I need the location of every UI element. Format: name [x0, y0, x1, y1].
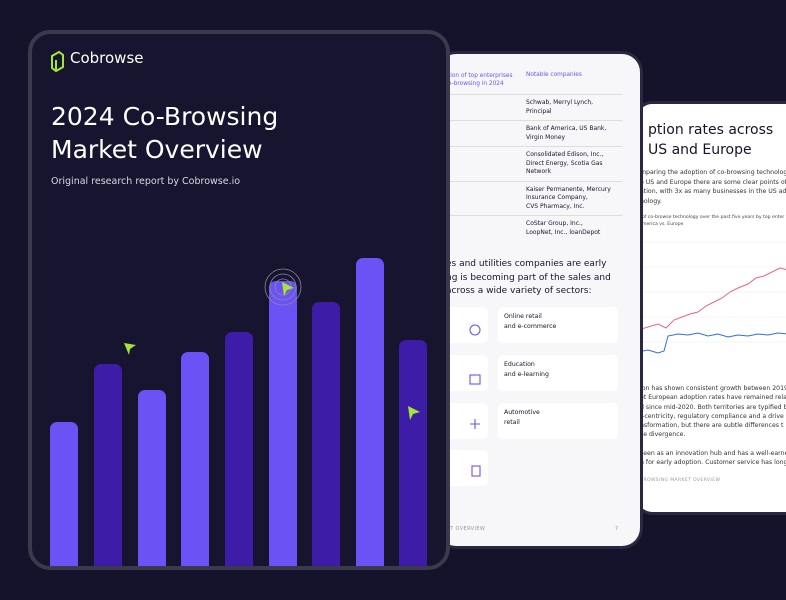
table-cell-line: CVS Pharmacy, Inc. — [526, 202, 585, 210]
text-line: 2024 Co-Browsing — [51, 102, 279, 131]
table-cell-line: Bank of America, US Bank, — [526, 125, 607, 132]
table-cell-line: LoopNet, Inc., loanDepot — [526, 228, 601, 236]
text-line: d since mid-2020. Both territories are t… — [640, 403, 786, 411]
table-cell-line: Network — [526, 168, 552, 175]
table-cell-line: CoStar Group, Inc., — [526, 220, 583, 227]
table-cell-line: Direct Energy, Scotia Gas — [526, 159, 603, 167]
sector-card: Automotive retail — [498, 403, 618, 439]
text-line: of co-browse technology over the past fi… — [642, 215, 785, 220]
text-line: et European adoption rates have remained… — [640, 394, 786, 402]
cover-art — [50, 50, 427, 566]
brand: Cobrowse — [70, 49, 144, 67]
table-row: Kaiser Permanente, Mercury Insurance Comp… — [438, 180, 623, 216]
table-cell-line: Insurance Company, — [526, 194, 588, 201]
europe-line — [638, 267, 786, 331]
table-cell-line: Virgin Money — [526, 133, 566, 141]
text-line: n for early adoption. Customer service h… — [640, 459, 786, 467]
footer: T OVERVIEW — [450, 526, 486, 532]
adoption-page: ption rates across US and Europe mparing … — [638, 104, 786, 512]
sector-label: and e-commerce — [504, 323, 557, 330]
text-line: seen as an innovation hub and has a well… — [640, 449, 786, 457]
table-cell-line: Schwab, Merryl Lynch, — [526, 99, 594, 106]
text-line: nsformation, but there are subtle differ… — [640, 422, 784, 430]
text-line: tion of top enterprises — [448, 73, 513, 79]
text-line: ation, with 3x as many businesses in the… — [640, 188, 786, 195]
cover-title: 2024 Co-Browsing Market Overview — [51, 100, 278, 166]
text-line: ng is becoming part of the sales and — [446, 272, 611, 283]
table-cell-line: Principal — [526, 107, 552, 115]
table-row: Bank of America, US Bank, Virgin Money — [438, 120, 623, 146]
text-line: nology. — [640, 197, 662, 205]
table-row: Schwab, Merryl Lynch, Principal — [438, 94, 623, 120]
table-page: tion of top enterprises o-browsing in 202… — [438, 54, 640, 546]
page-title: ption rates across US and Europe — [648, 120, 773, 160]
text-line: e US and Europe there are some clear poi… — [640, 178, 786, 186]
table-cell-line: Consolidated Edison, Inc., — [526, 151, 604, 158]
text-line: se divergence. — [640, 431, 686, 439]
grid — [638, 241, 786, 343]
text-line: ption rates across — [648, 122, 774, 138]
icons — [469, 324, 613, 477]
decorative-bars — [50, 258, 427, 566]
sector-label: Online retail — [504, 313, 542, 320]
text-line: mparing the adoption of co-browsing tech… — [640, 169, 786, 176]
line-chart — [638, 241, 786, 354]
sector-label: retail — [504, 419, 520, 426]
cover: Cobrowse 2024 Co-Browsing Market Overview… — [28, 30, 450, 570]
text-line: merica vs. Europe — [642, 222, 684, 227]
sector-label: Education — [504, 361, 535, 368]
sector-card: Online retail and e-commerce — [498, 307, 618, 343]
table-header: Notable companies — [526, 72, 582, 78]
text-line: o-browsing in 2024 — [448, 81, 504, 87]
table-row: CoStar Group, Inc., LoopNet, Inc., loanDe… — [438, 215, 623, 241]
sector-card: Education and e-learning — [498, 355, 618, 391]
text-line: US and Europe — [648, 142, 752, 158]
footer: BROWSING MARKET OVERVIEW — [640, 478, 721, 483]
page-number: 7 — [615, 526, 619, 532]
table-body: Schwab, Merryl Lynch, Principal Bank of Am… — [438, 94, 623, 241]
intro: mparing the adoption of co-browsing tech… — [640, 168, 786, 206]
intro: es and utilities companies are early ng i… — [446, 258, 611, 299]
text-line: Market Overview — [51, 135, 263, 164]
text-line: across a wide variety of sectors: — [446, 286, 592, 296]
body-text: ion has shown consistent growth between … — [640, 384, 786, 467]
text-line: r-centricity, regulatory compliance and … — [640, 412, 786, 420]
table-header: tion of top enterprises o-browsing in 202… — [448, 72, 512, 88]
spacer — [640, 440, 786, 449]
sector-label: Automotive — [504, 409, 540, 416]
sector-label: and e-learning — [504, 371, 549, 378]
text-line: ion has shown consistent growth between … — [640, 385, 786, 392]
chart-caption: of co-browse technology over the past fi… — [642, 214, 784, 228]
us-line — [638, 332, 786, 354]
table-cell-line: Kaiser Permanente, Mercury — [526, 185, 611, 193]
table-row: Consolidated Edison, Inc., Direct Energy,… — [438, 146, 623, 181]
text-line: es and utilities companies are early — [446, 259, 607, 269]
cover-subtitle: Original research report by Cobrowse.io — [51, 176, 241, 187]
